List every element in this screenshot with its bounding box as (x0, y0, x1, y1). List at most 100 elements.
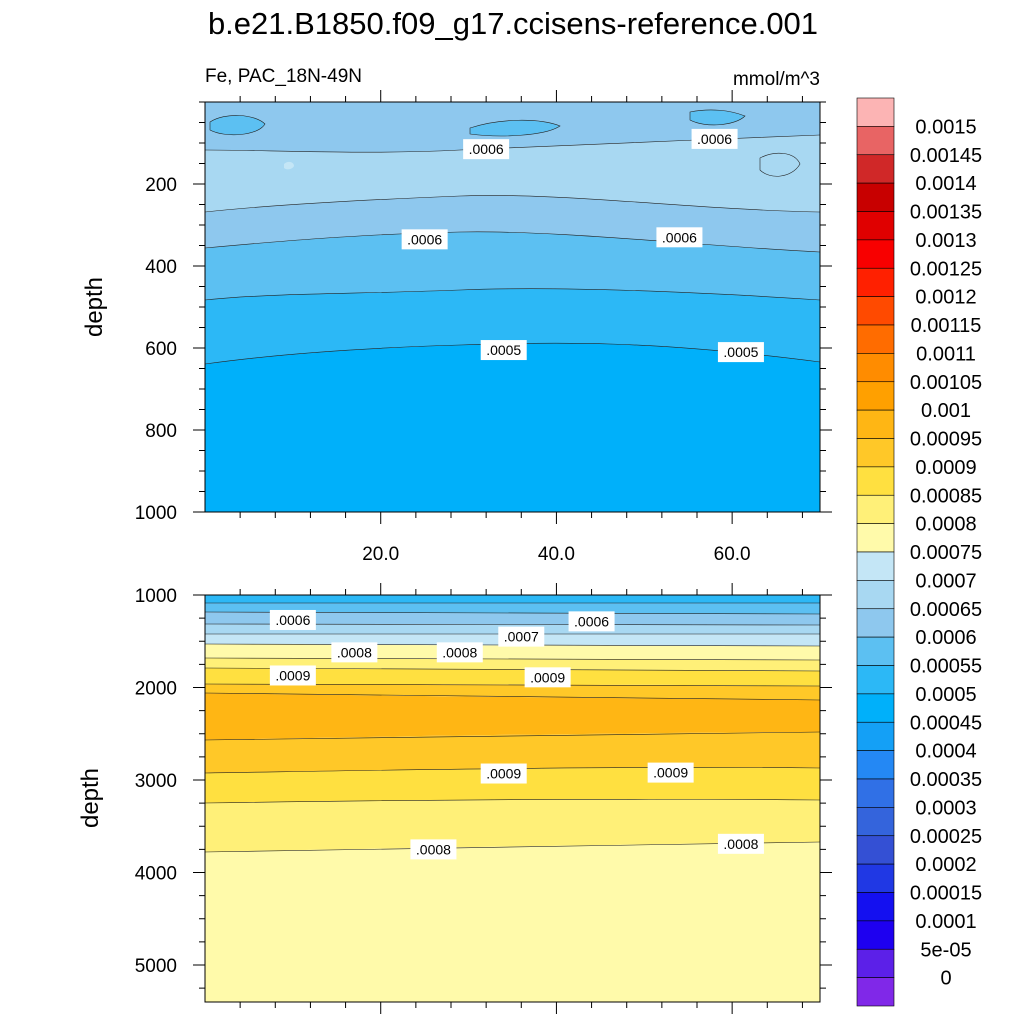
band-upper-2 (205, 231, 820, 300)
contour-label: .0006 (275, 612, 310, 628)
contour-label: .0008 (723, 836, 758, 852)
colorbar-swatch (856, 551, 895, 581)
contour-label: .0006 (469, 141, 504, 157)
x-tick-label: 20.0 (362, 544, 399, 565)
colorbar-swatch (856, 523, 895, 553)
colorbar-label: 0.00145 (910, 145, 982, 167)
colorbar-label: 0.0015 (915, 116, 976, 138)
colorbar-label: 0.00035 (910, 769, 982, 791)
colorbar-swatch (856, 296, 895, 326)
contour-line-upper-6 (469, 119, 561, 137)
upper-panel: 20.0 40.0 60.0 200 400 600 800 1000 .0006 .0006.… (81, 90, 832, 565)
colorbar-swatch (856, 580, 895, 610)
units-label: mmol/m^3 (733, 69, 820, 90)
contour-label: .0006 (697, 131, 732, 147)
contour-label: .0006 (407, 231, 442, 247)
colorbar-label: 0.00015 (910, 883, 982, 905)
y-tick-label: 200 (145, 175, 177, 196)
contour-label: .0008 (337, 644, 372, 660)
band-lower-0 (205, 842, 820, 1002)
colorbar-swatch (856, 438, 895, 468)
colorbar-label: 0.00075 (910, 542, 982, 564)
colorbar-label: 0.00095 (910, 429, 982, 451)
y-tick-label: 3000 (135, 771, 177, 792)
contour-label-bg (717, 342, 764, 363)
contour-label-bg (691, 128, 738, 149)
contour-line-lower-1 (204, 798, 821, 804)
contour-label: .0009 (486, 766, 521, 782)
contour-label-bg (524, 667, 571, 688)
colorbar-swatch (856, 948, 895, 978)
contour-label: .0006 (662, 229, 697, 245)
y-tick-label: 600 (145, 339, 177, 360)
colorbar-label: 0.0003 (915, 797, 976, 819)
colorbar-swatch (856, 239, 895, 269)
y-tick-label: 1000 (135, 586, 177, 607)
contour-label: .0009 (530, 669, 565, 685)
contour-label: .0008 (442, 644, 477, 660)
colorbar-label: 0.00125 (910, 258, 982, 280)
contour-label: .0005 (723, 344, 758, 360)
contour-label-bg (331, 642, 378, 663)
colorbar-label: 0.0008 (915, 514, 976, 536)
contour-label: .0009 (653, 765, 688, 781)
colorbar-label: 0.00135 (910, 202, 982, 224)
x-tick-label: 60.0 (714, 544, 751, 565)
x-tick-label: 40.0 (538, 544, 575, 565)
variable-label: Fe, PAC_18N-49N (205, 66, 362, 87)
contour-line-upper-1 (204, 288, 821, 301)
colorbar-label: 0.0004 (915, 741, 976, 763)
colorbar-swatch (856, 977, 895, 1007)
colorbar-swatch (856, 750, 895, 780)
colorbar-label: 0.00085 (910, 485, 982, 507)
colorbar-label: 0.00055 (910, 656, 982, 678)
colorbar-swatch (856, 778, 895, 808)
band-lower-13 (205, 595, 820, 603)
chart-title: b.e21.B1850.f09_g17.ccisens-reference.00… (208, 6, 818, 41)
colorbar-label: 0.001 (921, 400, 971, 422)
contour-label-bg (463, 139, 510, 160)
contour-label-bg (717, 833, 764, 854)
contour-label-bg (269, 609, 316, 630)
lower-bands (205, 595, 820, 1002)
band-lower-5 (205, 684, 820, 700)
colorbar-swatch (856, 381, 895, 411)
colorbar-label: 5e-05 (920, 939, 971, 961)
contour-label-bg (269, 665, 316, 686)
colorbar-label: 0.00025 (910, 826, 982, 848)
contour-label-bg (647, 762, 694, 783)
y-tick-label: 1000 (135, 503, 177, 524)
colorbar-label: 0.00115 (911, 315, 982, 337)
colorbar-label: 0.00105 (910, 372, 982, 394)
contour-line-upper-3 (204, 195, 821, 213)
y-tick-label: 2000 (135, 679, 177, 700)
patch-upper-a (210, 115, 265, 135)
upper-y-axis-label: depth (81, 277, 108, 337)
contour-label: .0008 (416, 841, 451, 857)
y-tick-label: 4000 (135, 864, 177, 885)
band-upper-0 (205, 343, 820, 512)
colorbar-swatch (856, 267, 895, 297)
colorbar-label: 0.0012 (915, 287, 976, 309)
colorbar-swatch (856, 126, 895, 156)
colorbar-label: 0.0006 (915, 627, 976, 649)
contour-label: .0007 (504, 629, 539, 645)
contour-label-bg (480, 340, 527, 361)
colorbar-label: 0.0009 (915, 457, 976, 479)
upper-bands (205, 102, 820, 512)
colorbar-swatch (856, 807, 895, 837)
colorbar-swatch (856, 466, 895, 496)
colorbar-label: 0.0002 (915, 854, 976, 876)
colorbar-swatch (856, 636, 895, 666)
band-lower-6 (205, 668, 820, 686)
colorbar-swatch (856, 211, 895, 241)
colorbar-swatch (856, 182, 895, 212)
colorbar-label: 0.0001 (915, 911, 976, 933)
upper-contour-labels: .0006 .0006 .0006 .0006 .0005 .0005 (401, 128, 764, 363)
lower-contour-labels: .0006 .0006 .0007 .0008 .0008 .0009 .0009 .0009… (269, 609, 764, 860)
colorbar-label: 0.0014 (915, 173, 976, 195)
patch-upper-d (760, 153, 800, 177)
colorbar-swatch (856, 863, 895, 893)
